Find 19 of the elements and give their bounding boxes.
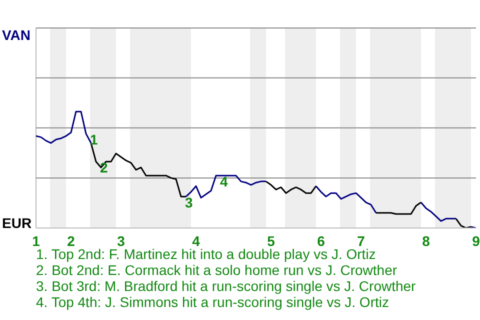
x-tick-label: 9	[472, 232, 480, 249]
text: VAN	[2, 27, 31, 43]
text: EUR	[2, 215, 32, 231]
annotation: 4	[220, 174, 228, 190]
annotation: 1	[90, 132, 98, 148]
x-tick-label: 7	[357, 232, 366, 249]
x-tick-label: 3	[117, 232, 126, 249]
x-tick-label: 1	[32, 232, 40, 249]
text: 4. Top 4th: J. Simmons hit a run-scoring single vs J. Ortiz	[36, 294, 390, 310]
text: 1. Top 2nd: F. Martinez hit into a double play vs J. Ortiz	[36, 246, 377, 262]
x-tick-label: 2	[67, 232, 76, 249]
text: 2. Bot 2nd: E. Cormack hit a solo home run vs J. Crowther	[36, 262, 398, 278]
text: 3. Bot 3rd: M. Bradford hit a run-scoring single vs J. Crowther	[36, 278, 416, 294]
x-tick-label: 5	[267, 232, 276, 249]
annotation: 2	[100, 160, 108, 176]
x-tick-label: 4	[192, 232, 200, 249]
annotation: 3	[185, 194, 193, 211]
x-tick-label: 6	[317, 232, 326, 249]
x-tick-label: 8	[422, 232, 430, 249]
